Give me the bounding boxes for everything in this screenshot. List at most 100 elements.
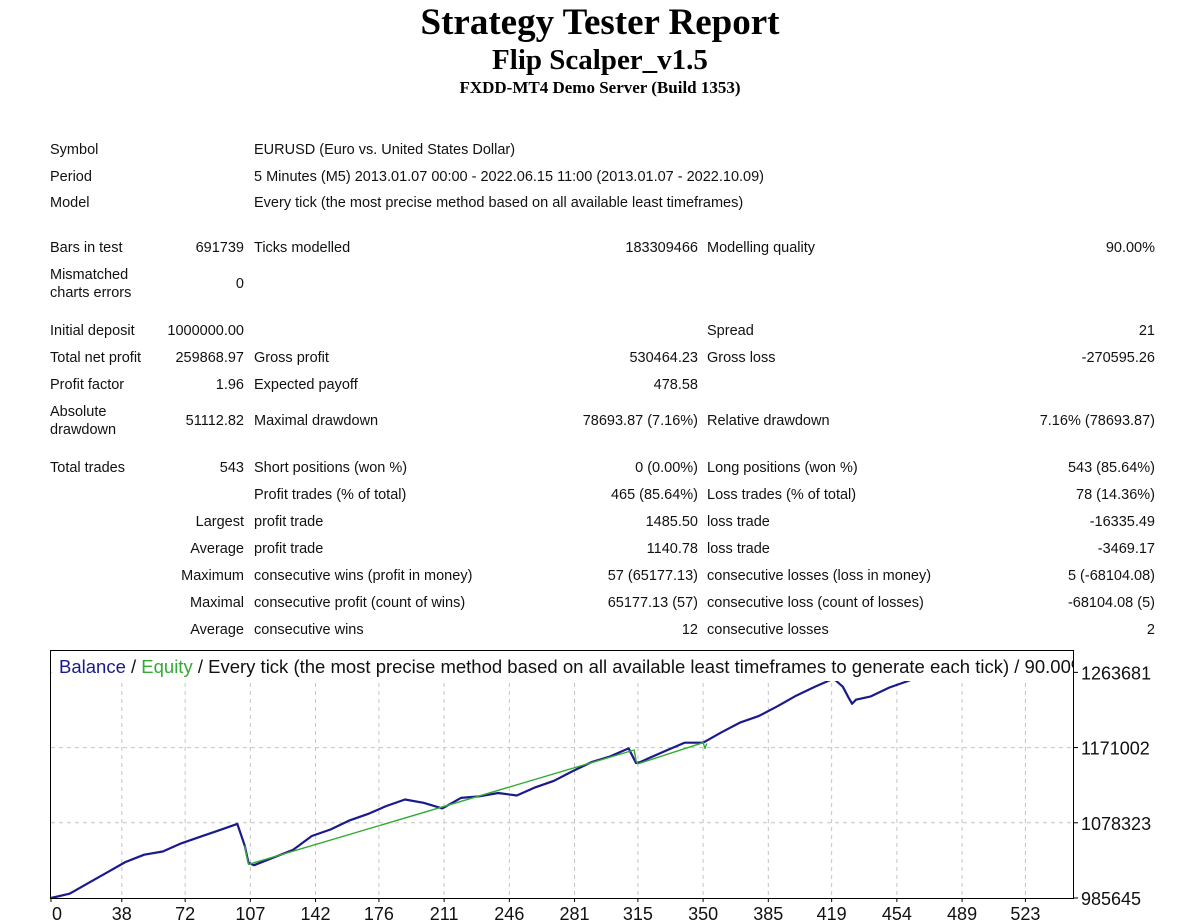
max-drawdown-label: Maximal drawdown bbox=[254, 413, 379, 429]
chart-grid bbox=[51, 651, 1072, 898]
x-tick-label: 350 bbox=[688, 904, 718, 923]
y-tick-label: 1171002 bbox=[1081, 739, 1150, 759]
avg-consecutive-wins-label: consecutive wins bbox=[254, 622, 364, 638]
model-value: Every tick (the most precise method base… bbox=[254, 195, 744, 211]
abs-drawdown-value: 51112.82 bbox=[185, 413, 244, 429]
spread-label: Spread bbox=[707, 323, 754, 339]
legend-description: / Every tick (the most precise method ba… bbox=[193, 656, 1088, 677]
long-positions-label: Long positions (won %) bbox=[707, 460, 858, 476]
expected-payoff-label: Expected payoff bbox=[254, 377, 358, 393]
largest-loss-value: -16335.49 bbox=[1089, 514, 1155, 530]
ticks-value: 183309466 bbox=[625, 240, 698, 256]
x-tick-label: 454 bbox=[882, 904, 912, 923]
average-loss-value: -3469.17 bbox=[1097, 541, 1155, 557]
max-consecutive-wins-value: 57 (65177.13) bbox=[607, 568, 698, 584]
spread-value: 21 bbox=[1138, 323, 1155, 339]
y-tick-label: 985645 bbox=[1081, 889, 1141, 909]
x-tick-label: 38 bbox=[112, 904, 132, 923]
modelling-quality-label: Modelling quality bbox=[707, 240, 816, 256]
maximal-consecutive-loss-value: -68104.08 (5) bbox=[1067, 595, 1155, 611]
x-axis-background bbox=[0, 899, 1200, 923]
gross-loss-label: Gross loss bbox=[707, 350, 776, 366]
maximal-consecutive-profit-value: 65177.13 (57) bbox=[607, 595, 698, 611]
average-loss-label: loss trade bbox=[707, 541, 770, 557]
x-tick-label: 385 bbox=[753, 904, 783, 923]
gross-loss-value: -270595.26 bbox=[1081, 350, 1155, 366]
symbol-label: Symbol bbox=[50, 142, 99, 158]
symbol-value: EURUSD (Euro vs. United States Dollar) bbox=[254, 142, 516, 158]
net-profit-value: 259868.97 bbox=[175, 350, 244, 366]
largest-profit-value: 1485.50 bbox=[645, 514, 698, 530]
server-name: FXDD-MT4 Demo Server (Build 1353) bbox=[459, 78, 741, 97]
x-tick-label: 0 bbox=[52, 904, 62, 923]
maximal-consecutive-profit-label: consecutive profit (count of wins) bbox=[254, 595, 466, 611]
abs-drawdown-label-line2: drawdown bbox=[50, 422, 117, 438]
strategy-name: Flip Scalper_v1.5 bbox=[492, 44, 708, 76]
legend-background bbox=[52, 651, 1072, 681]
largest-profit-label: profit trade bbox=[254, 514, 324, 530]
y-tick-label: 1078323 bbox=[1081, 814, 1151, 834]
average-profit-value: 1140.78 bbox=[646, 541, 698, 557]
report-title: Strategy Tester Report bbox=[420, 2, 780, 43]
profit-factor-label: Profit factor bbox=[50, 377, 125, 393]
x-tick-label: 107 bbox=[235, 904, 265, 923]
net-profit-label: Total net profit bbox=[50, 350, 142, 366]
x-tick-label: 72 bbox=[175, 904, 195, 923]
balance-chart: Balance / Equity / Every tick (the most … bbox=[0, 648, 1200, 923]
average-label: Average bbox=[190, 541, 244, 557]
profit-trades-value: 465 (85.64%) bbox=[610, 487, 698, 503]
x-tick-label: 489 bbox=[947, 904, 977, 923]
avg-consecutive-losses-value: 2 bbox=[1146, 622, 1155, 638]
avg-consecutive-wins-value: 12 bbox=[681, 622, 698, 638]
largest-loss-label: loss trade bbox=[707, 514, 770, 530]
chart-plot-frame bbox=[50, 650, 1074, 899]
x-tick-label: 176 bbox=[364, 904, 394, 923]
x-tick-label: 211 bbox=[430, 904, 459, 923]
max-consecutive-losses-label: consecutive losses (loss in money) bbox=[707, 568, 932, 584]
x-tick-label: 142 bbox=[301, 904, 331, 923]
avg-consecutive-losses-label: consecutive losses bbox=[707, 622, 829, 638]
report-table: Symbol EURUSD (Euro vs. United States Do… bbox=[50, 142, 1155, 638]
profit-trades-label: Profit trades (% of total) bbox=[254, 487, 407, 503]
total-trades-label: Total trades bbox=[50, 460, 125, 476]
max-consecutive-losses-value: 5 (-68104.08) bbox=[1067, 568, 1155, 584]
ticks-label: Ticks modelled bbox=[254, 240, 351, 256]
period-value: 5 Minutes (M5) 2013.01.07 00:00 - 2022.0… bbox=[254, 169, 765, 185]
average-consecutive-label: Average bbox=[190, 622, 244, 638]
maximal-label: Maximal bbox=[190, 595, 244, 611]
x-tick-label: 246 bbox=[494, 904, 524, 923]
short-positions-value: 0 (0.00%) bbox=[635, 460, 698, 476]
maximal-consecutive-loss-label: consecutive loss (count of losses) bbox=[707, 595, 924, 611]
chart-ticks: 0 38 72 107 142 176 211 246 281 315 350 385 419 454 48… bbox=[50, 663, 1151, 923]
x-tick-label: 281 bbox=[560, 904, 590, 923]
deposit-label: Initial deposit bbox=[50, 323, 135, 339]
maximum-label: Maximum bbox=[181, 568, 244, 584]
rel-drawdown-value: 7.16% (78693.87) bbox=[1039, 413, 1155, 429]
period-label: Period bbox=[50, 169, 92, 185]
mismatch-label-line1: Mismatched bbox=[50, 267, 129, 283]
profit-factor-value: 1.96 bbox=[215, 377, 244, 393]
legend-balance: Balance bbox=[59, 656, 126, 677]
bars-label: Bars in test bbox=[50, 240, 123, 256]
y-axis-background bbox=[1074, 648, 1200, 923]
max-consecutive-wins-label: consecutive wins (profit in money) bbox=[254, 568, 473, 584]
loss-trades-label: Loss trades (% of total) bbox=[707, 487, 857, 503]
max-drawdown-value: 78693.87 (7.16%) bbox=[582, 413, 698, 429]
equity-line bbox=[244, 741, 708, 866]
mismatch-value: 0 bbox=[235, 276, 244, 292]
abs-drawdown-label-line1: Absolute bbox=[50, 404, 107, 420]
chart-legend: Balance / Equity / Every tick (the most … bbox=[59, 656, 1087, 677]
short-positions-label: Short positions (won %) bbox=[254, 460, 408, 476]
largest-label: Largest bbox=[195, 514, 244, 530]
gross-profit-label: Gross profit bbox=[254, 350, 329, 366]
mismatch-label-line2: charts errors bbox=[50, 285, 132, 301]
legend-separator: / bbox=[126, 656, 141, 677]
average-profit-label: profit trade bbox=[254, 541, 324, 557]
total-trades-value: 543 bbox=[219, 460, 244, 476]
long-positions-value: 543 (85.64%) bbox=[1067, 460, 1155, 476]
gross-profit-value: 530464.23 bbox=[629, 350, 698, 366]
x-tick-label: 315 bbox=[623, 904, 653, 923]
legend-equity: Equity bbox=[141, 656, 193, 677]
modelling-quality-value: 90.00% bbox=[1105, 240, 1155, 256]
rel-drawdown-label: Relative drawdown bbox=[707, 413, 830, 429]
